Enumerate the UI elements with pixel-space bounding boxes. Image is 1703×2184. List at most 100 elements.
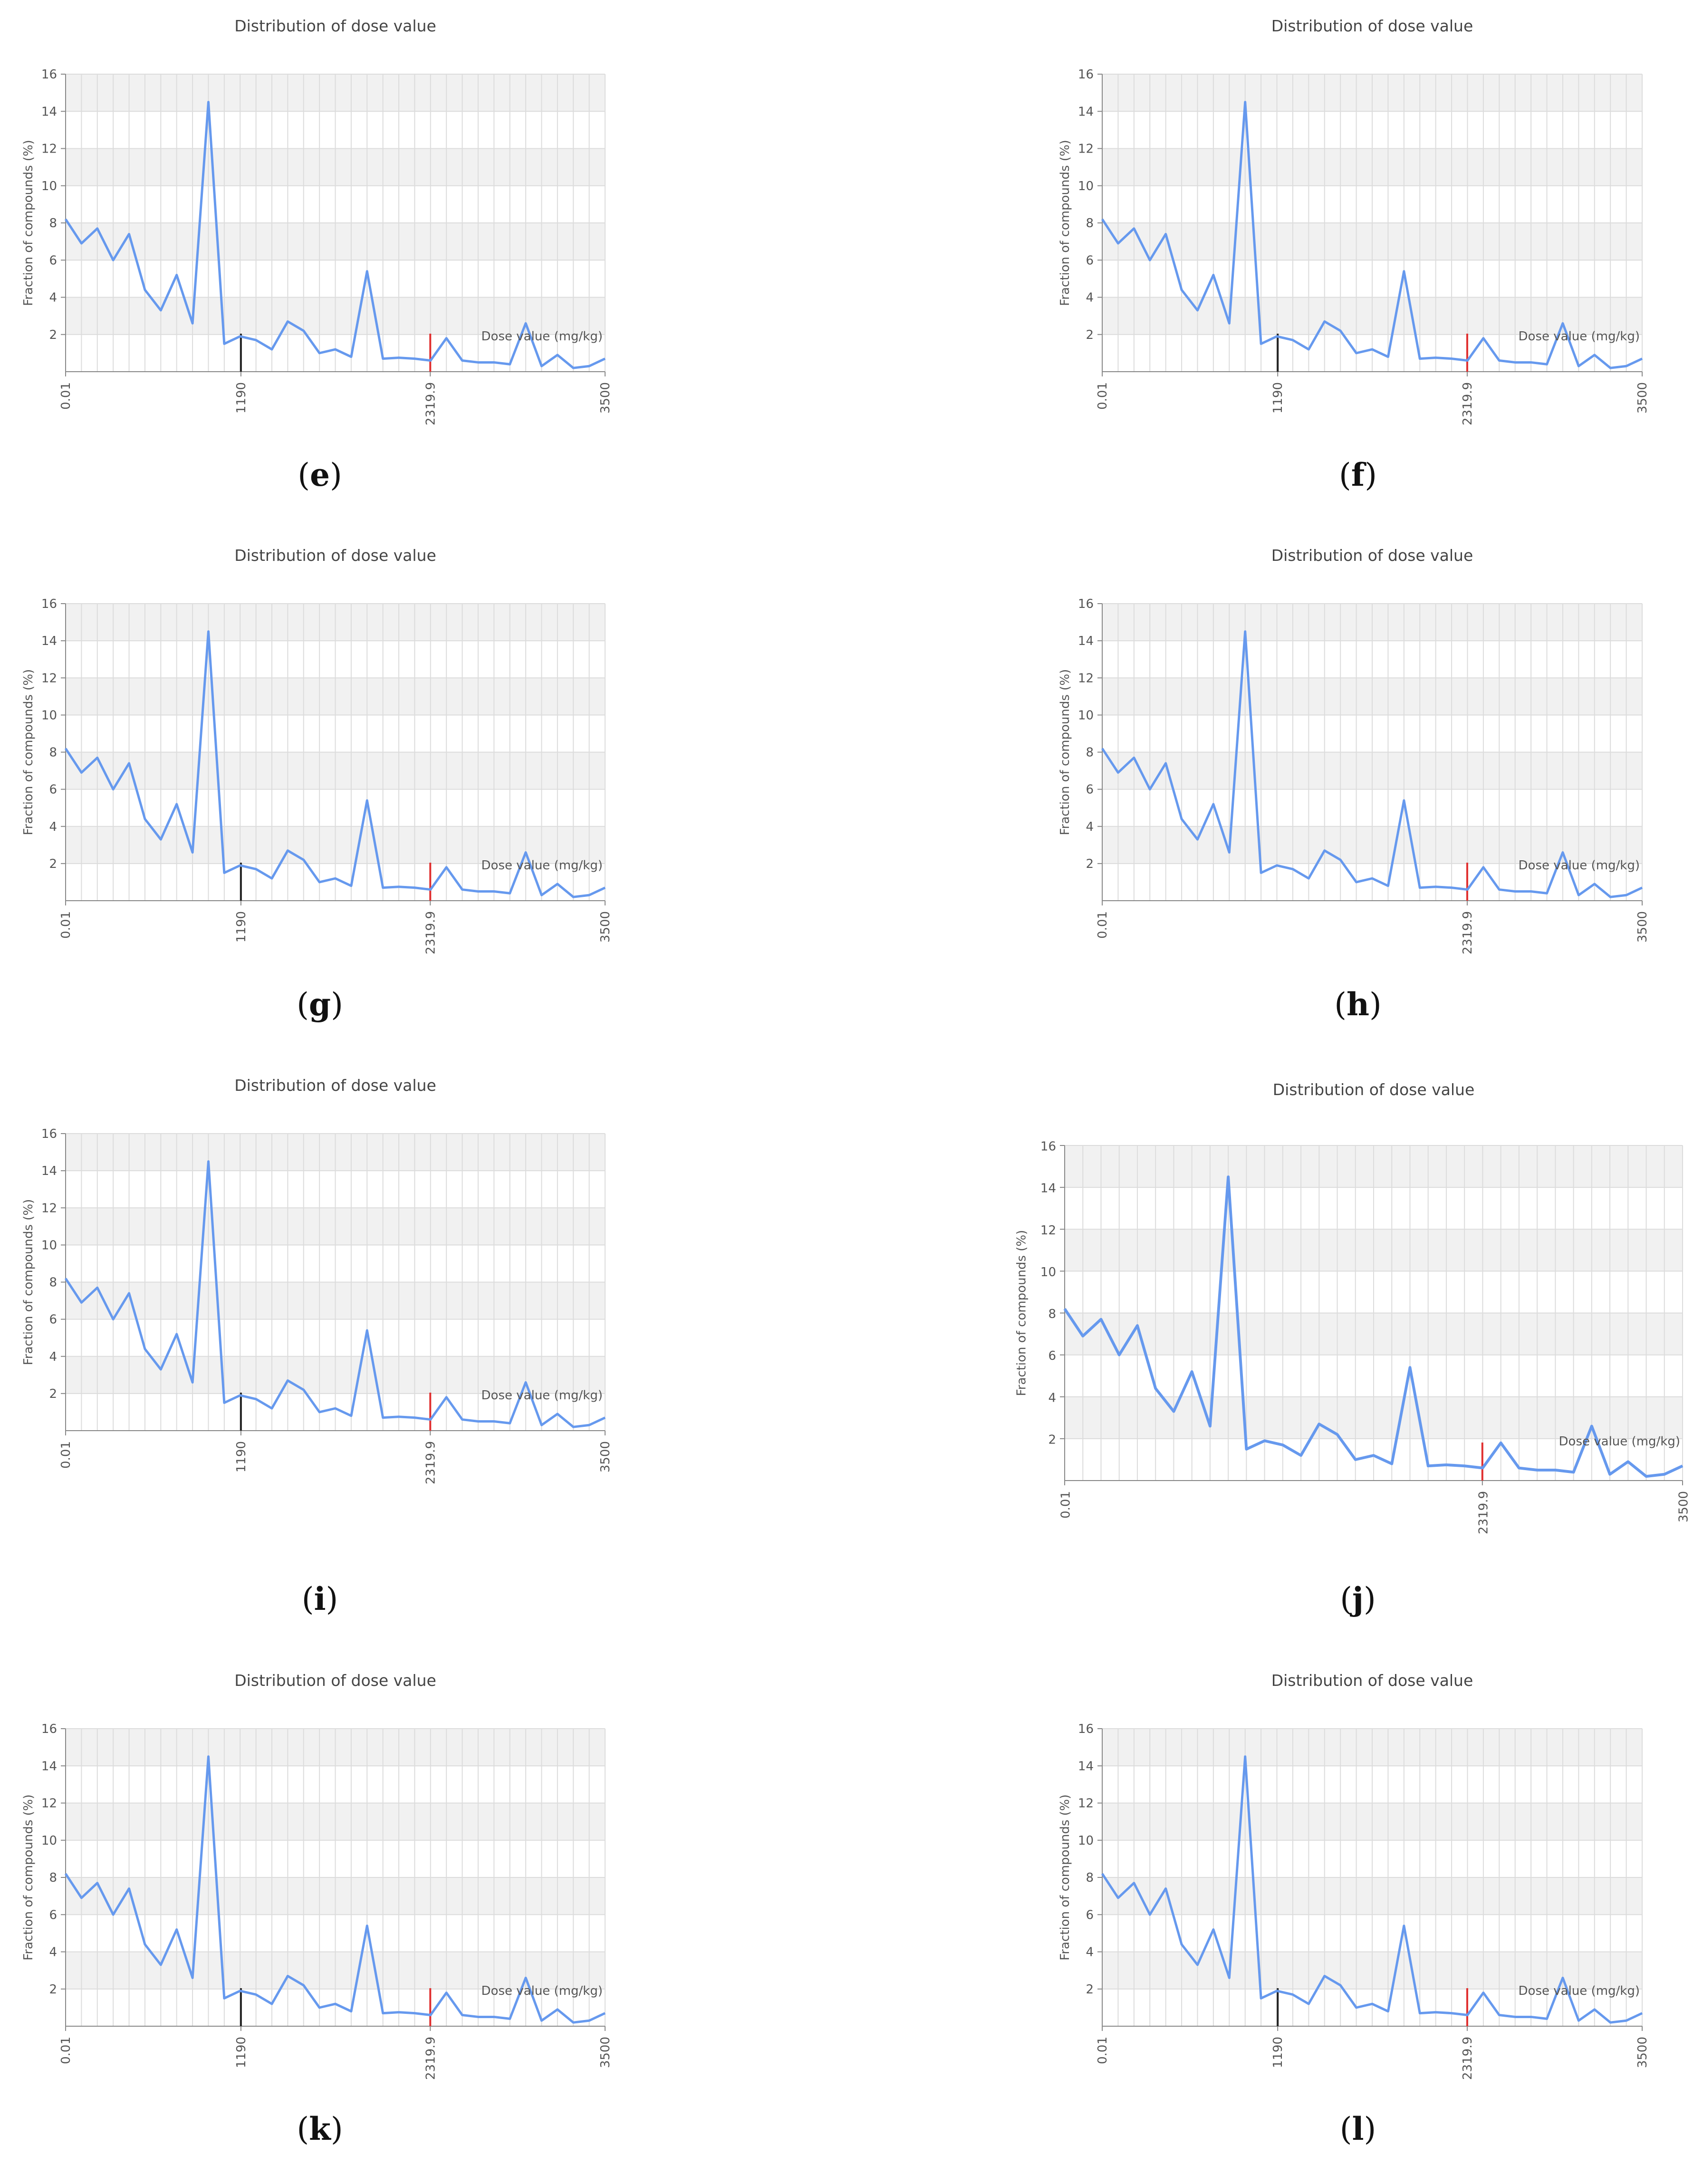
y-tick-label: 12 xyxy=(41,1201,57,1215)
panel-caption: (j) xyxy=(1340,1580,1376,1617)
x-tick-label: 3500 xyxy=(1636,382,1650,414)
y-tick-label: 12 xyxy=(1078,671,1094,685)
x-tick-label: 2319.9 xyxy=(1476,1491,1491,1534)
y-tick-label: 2 xyxy=(49,1387,57,1401)
chart-panel-j: 2 4 6 8 10 12 14 16 0.01 2319.9 3500 Distribution o… xyxy=(1014,1080,1691,1534)
x-tick-label: 1190 xyxy=(1271,382,1285,414)
y-tick-label: 2 xyxy=(49,857,57,871)
chart-title: Distribution of dose value xyxy=(234,546,436,565)
x-tick-label: 0.01 xyxy=(1096,911,1110,939)
x-tick-label: 3500 xyxy=(598,2037,613,2068)
y-tick-label: 14 xyxy=(1078,105,1094,119)
chart-panel-g: 2 4 6 8 10 12 14 16 0.01 1190 2319.9 3500 Distributi… xyxy=(21,546,613,954)
y-tick-label: 12 xyxy=(1040,1223,1056,1238)
y-tick-label: 8 xyxy=(1086,1871,1094,1885)
y-tick-label: 16 xyxy=(1078,67,1094,82)
y-tick-label: 16 xyxy=(41,67,57,82)
panel-caption: (l) xyxy=(1339,2110,1376,2147)
y-tick-label: 6 xyxy=(49,1313,57,1327)
x-axis-title: Dose value (mg/kg) xyxy=(481,1984,603,1998)
y-tick-label: 12 xyxy=(1078,142,1094,156)
chart-panel-i: 2 4 6 8 10 12 14 16 0.01 1190 2319.9 3500 Distributi… xyxy=(21,1076,613,1484)
y-tick-label: 2 xyxy=(1048,1433,1056,1447)
x-axis-title: Dose value (mg/kg) xyxy=(1519,1984,1640,1998)
chart-title: Distribution of dose value xyxy=(1271,546,1473,565)
y-tick-label: 4 xyxy=(49,820,57,834)
y-tick-label: 4 xyxy=(1086,820,1094,834)
panel-caption-letter: g xyxy=(308,986,331,1023)
x-tick-label: 0.01 xyxy=(1059,1491,1073,1519)
x-tick-label: 0.01 xyxy=(59,1441,73,1469)
y-tick-label: 14 xyxy=(1078,634,1094,648)
x-tick-label: 3500 xyxy=(1636,911,1650,943)
x-axis-title: Dose value (mg/kg) xyxy=(481,858,603,873)
chart-panel-e: 2 4 6 8 10 12 14 16 0.01 1190 2319.9 3500 Distributi… xyxy=(21,17,613,425)
x-tick-label: 3500 xyxy=(598,911,613,943)
panel-caption: (h) xyxy=(1334,986,1382,1023)
panel-caption: (k) xyxy=(297,2110,343,2147)
y-tick-label: 16 xyxy=(1078,1722,1094,1736)
y-tick-label: 12 xyxy=(1078,1797,1094,1811)
x-axis-title: Dose value (mg/kg) xyxy=(481,329,603,344)
y-tick-label: 8 xyxy=(49,746,57,760)
y-tick-label: 4 xyxy=(49,1350,57,1364)
y-tick-label: 14 xyxy=(1078,1759,1094,1773)
chart-panel-f: 2 4 6 8 10 12 14 16 0.01 1190 2319.9 3500 Distributi… xyxy=(1058,17,1650,425)
x-tick-label: 1190 xyxy=(234,911,249,943)
y-tick-label: 6 xyxy=(1048,1349,1056,1363)
x-tick-label: 1190 xyxy=(234,382,249,414)
panel-caption-letter: h xyxy=(1347,986,1369,1023)
y-tick-label: 4 xyxy=(49,291,57,305)
y-tick-label: 14 xyxy=(1040,1182,1056,1196)
y-tick-label: 2 xyxy=(49,1982,57,1997)
x-tick-label: 2319.9 xyxy=(1461,382,1475,425)
y-tick-label: 10 xyxy=(1078,1834,1094,1848)
y-tick-label: 16 xyxy=(1078,597,1094,611)
y-tick-label: 16 xyxy=(41,1127,57,1141)
y-tick-label: 16 xyxy=(41,597,57,611)
x-axis-title: Dose value (mg/kg) xyxy=(481,1388,603,1403)
y-tick-label: 8 xyxy=(1086,746,1094,760)
y-tick-label: 4 xyxy=(1048,1391,1056,1405)
panel-caption-letter: i xyxy=(314,1580,326,1617)
y-tick-label: 8 xyxy=(1048,1307,1056,1321)
panel-caption: (f) xyxy=(1339,456,1377,493)
y-tick-label: 10 xyxy=(1040,1265,1056,1280)
x-tick-label: 2319.9 xyxy=(423,382,438,425)
y-axis-title: Fraction of compounds (%) xyxy=(1058,140,1072,306)
y-tick-label: 6 xyxy=(1086,253,1094,268)
y-tick-label: 14 xyxy=(41,1759,57,1773)
chart-title: Distribution of dose value xyxy=(1271,17,1473,35)
y-axis-title: Fraction of compounds (%) xyxy=(1058,669,1072,836)
y-axis-title: Fraction of compounds (%) xyxy=(21,669,36,836)
panel-caption-letter: l xyxy=(1352,2110,1364,2147)
chart-title: Distribution of dose value xyxy=(234,17,436,35)
x-axis-title: Dose value (mg/kg) xyxy=(1559,1434,1680,1449)
y-tick-label: 10 xyxy=(41,1238,57,1252)
chart-panel-l: 2 4 6 8 10 12 14 16 0.01 1190 2319.9 3500 Distributi… xyxy=(1058,1671,1650,2080)
x-tick-label: 3500 xyxy=(598,1441,613,1472)
y-tick-label: 14 xyxy=(41,1164,57,1178)
x-axis-title: Dose value (mg/kg) xyxy=(1519,329,1640,344)
x-tick-label: 3500 xyxy=(598,382,613,414)
y-axis-title: Fraction of compounds (%) xyxy=(21,1199,36,1366)
x-tick-label: 2319.9 xyxy=(1461,911,1475,954)
y-tick-label: 16 xyxy=(1040,1140,1056,1154)
x-tick-label: 3500 xyxy=(1677,1491,1691,1522)
y-tick-label: 4 xyxy=(1086,291,1094,305)
y-tick-label: 10 xyxy=(1078,179,1094,193)
y-tick-label: 14 xyxy=(41,634,57,648)
y-tick-label: 6 xyxy=(49,783,57,797)
y-tick-label: 12 xyxy=(41,142,57,156)
x-tick-label: 2319.9 xyxy=(423,911,438,954)
y-tick-label: 10 xyxy=(1078,708,1094,722)
y-tick-label: 8 xyxy=(49,1871,57,1885)
x-tick-label: 0.01 xyxy=(59,911,73,939)
y-tick-label: 6 xyxy=(1086,1908,1094,1922)
x-tick-label: 1190 xyxy=(234,2037,249,2068)
x-tick-label: 1190 xyxy=(234,1441,249,1472)
y-tick-label: 2 xyxy=(1086,857,1094,871)
y-tick-label: 10 xyxy=(41,708,57,722)
y-axis-title: Fraction of compounds (%) xyxy=(1014,1230,1029,1396)
chart-panel-k: 2 4 6 8 10 12 14 16 0.01 1190 2319.9 3500 Distributi… xyxy=(21,1671,613,2080)
